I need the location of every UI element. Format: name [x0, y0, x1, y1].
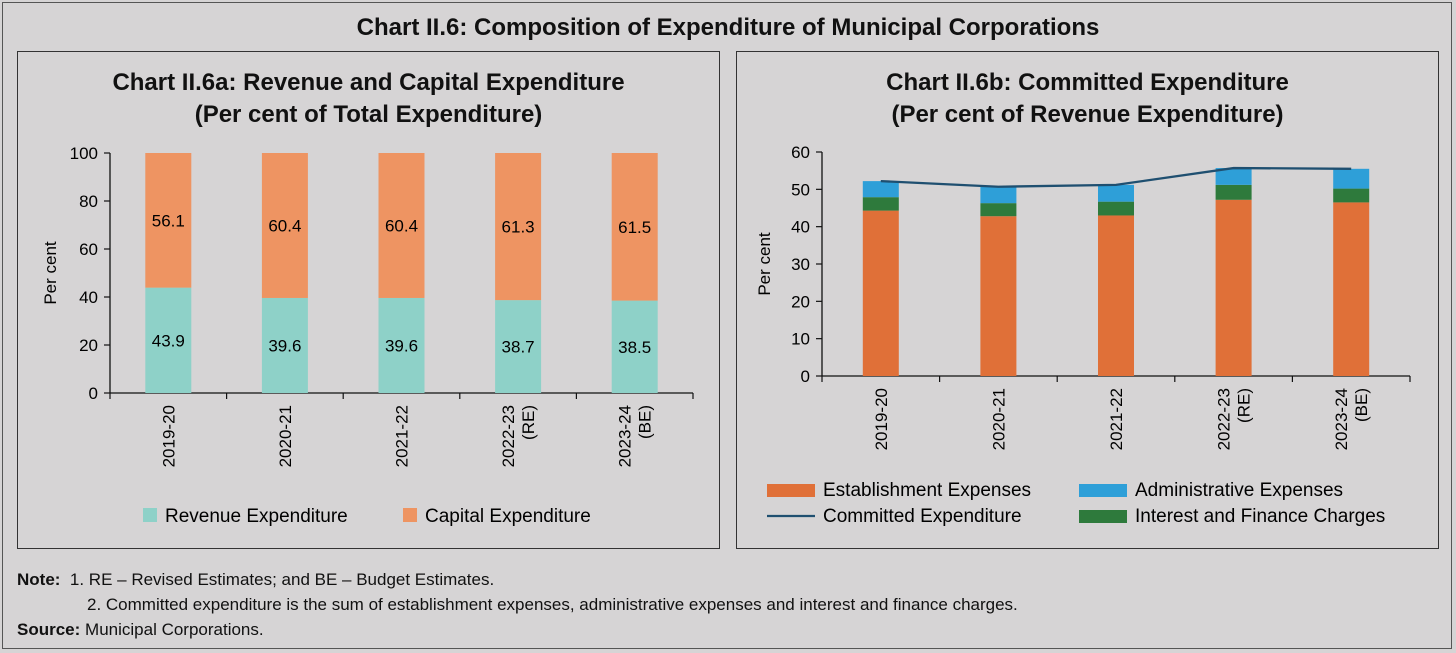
chart-a-bar-capital-expenditure: [611, 153, 658, 301]
figure-title: Chart II.6: Composition of Expenditure o…: [356, 14, 1100, 41]
chart-panel-a: Chart II.6a: Revenue and Capital Expendi…: [17, 51, 720, 549]
chart-b-bar-interest-and-finance-charges: [1098, 201, 1134, 216]
chart-b-legend-swatch: [1079, 484, 1127, 497]
chart-b-legend-label: Establishment Expenses: [823, 480, 1031, 501]
chart-a-bar-revenue-expenditure: [145, 287, 192, 393]
chart-b-y-tick-label: 10: [791, 330, 810, 349]
chart-a-bar-revenue-expenditure: [611, 300, 658, 393]
chart-b-legend-swatch: [767, 484, 815, 497]
chart-panel-b: Chart II.6b: Committed Expenditure (Per …: [736, 51, 1439, 549]
chart-a-data-label: 61.3: [502, 218, 535, 237]
chart-a-y-tick-label: 60: [79, 240, 98, 259]
chart-a-bar-revenue-expenditure: [495, 300, 542, 393]
chart-b-bar-interest-and-finance-charges: [1215, 184, 1252, 200]
chart-b-y-tick-label: 40: [791, 218, 810, 237]
chart-a-legend-label: Capital Expenditure: [425, 506, 591, 527]
chart-a-bar-capital-expenditure: [261, 153, 308, 298]
chart-b-bar-administrative-expenses: [1333, 168, 1370, 189]
chart-b-legend-swatch: [1079, 510, 1127, 523]
source-text: Municipal Corporations.: [85, 620, 264, 639]
chart-a-legend-swatch: [403, 508, 417, 522]
chart-a-y-tick-label: 20: [79, 336, 98, 355]
chart-a-data-label: 39.6: [385, 336, 418, 355]
chart-b-legend-label: Committed Expenditure: [823, 506, 1022, 527]
notes-block: Note: 1. RE – Revised Estimates; and BE …: [17, 567, 1018, 642]
chart-a-x-tick-label: 2020-21: [276, 405, 295, 467]
chart-b-legend-label: Interest and Finance Charges: [1135, 506, 1385, 527]
chart-a-data-label: 38.7: [502, 338, 535, 357]
chart-a-bar-capital-expenditure: [378, 153, 425, 298]
chart-a-data-label: 56.1: [152, 211, 185, 230]
chart-b-bar-administrative-expenses: [1098, 184, 1134, 202]
chart-b-y-axis-label: Per cent: [755, 232, 774, 296]
chart-b-bar-interest-and-finance-charges: [980, 203, 1017, 217]
chart-a-y-tick-label: 80: [79, 192, 98, 211]
chart-a-bar-capital-expenditure: [495, 153, 542, 301]
chart-a-x-tick-label: 2019-20: [159, 405, 178, 467]
chart-b-y-tick-label: 60: [791, 143, 810, 162]
chart-b-x-tick-label: (BE): [1352, 388, 1371, 422]
chart-b-y-tick-label: 50: [791, 180, 810, 199]
chart-b-bar-establishment-expenses: [1098, 215, 1134, 376]
chart-b-title-block: Chart II.6b: Committed Expenditure (Per …: [737, 67, 1438, 131]
chart-a-data-label: 60.4: [385, 216, 418, 235]
chart-b-x-tick-label: 2020-21: [989, 388, 1008, 450]
chart-a-svg: 0 20 40 60 80 100 Per cent 43.9 39.6 39.6 38.7 38.5…: [41, 144, 694, 527]
chart-a-title-block: Chart II.6a: Revenue and Capital Expendi…: [18, 67, 719, 131]
chart-b-y-tick-label: 30: [791, 255, 810, 274]
note-line-1: 1. RE – Revised Estimates; and BE – Budg…: [69, 570, 495, 589]
note-line-2: 2. Committed expenditure is the sum of e…: [87, 595, 1018, 614]
source-label: Source:: [17, 620, 81, 639]
chart-b-bar-establishment-expenses: [1333, 202, 1370, 376]
chart-a-y-tick-label: 100: [70, 144, 98, 163]
chart-b-y-tick-label: 0: [801, 367, 810, 386]
chart-a-bar-revenue-expenditure: [378, 297, 425, 393]
chart-b-svg: 0 10 20 30 40 50 60 Per cent 2019-20 2020-21 2021-…: [755, 143, 1411, 527]
chart-a-data-label: 60.4: [268, 216, 301, 235]
chart-a-legend-label: Revenue Expenditure: [165, 506, 348, 527]
chart-b-y-tick-label: 20: [791, 292, 810, 311]
chart-b-x-tick-label: 2021-22: [1107, 388, 1126, 450]
chart-a-x-tick-label: 2022-23: [499, 405, 518, 467]
chart-b-line-committed-expenditure: [880, 166, 1352, 188]
chart-a-y-tick-label: 40: [79, 288, 98, 307]
chart-a-data-label: 38.5: [618, 338, 651, 357]
chart-a-x-tick-label: 2021-22: [393, 405, 412, 467]
chart-a-bar-capital-expenditure: [145, 153, 192, 288]
note-label: Note:: [17, 570, 61, 589]
chart-b-bar-interest-and-finance-charges: [1333, 188, 1370, 203]
chart-a-bar-revenue-expenditure: [261, 297, 308, 393]
chart-b-bar-administrative-expenses: [980, 186, 1017, 204]
chart-a-x-tick-label: (RE): [519, 405, 538, 440]
chart-a-data-label: 61.5: [618, 218, 651, 237]
chart-b-title: Chart II.6b: Committed Expenditure: [886, 69, 1289, 96]
chart-b-bar-establishment-expenses: [1215, 199, 1252, 376]
chart-b-bar-administrative-expenses: [862, 181, 899, 198]
chart-a-subtitle: (Per cent of Total Expenditure): [194, 101, 543, 128]
chart-a-legend-swatch: [143, 508, 157, 522]
chart-a-x-tick-label: 2023-24: [616, 405, 635, 467]
chart-b-x-tick-label: 2022-23: [1215, 388, 1234, 450]
chart-b-bar-establishment-expenses: [980, 216, 1017, 376]
chart-b-x-tick-label: 2023-24: [1332, 388, 1351, 450]
chart-b-subtitle: (Per cent of Revenue Expenditure): [891, 101, 1284, 128]
chart-a-title: Chart II.6a: Revenue and Capital Expendi…: [112, 69, 625, 96]
chart-a-y-axis-label: Per cent: [41, 241, 60, 305]
chart-a-y-tick-label: 0: [89, 384, 98, 403]
chart-b-bar-interest-and-finance-charges: [862, 197, 899, 211]
chart-b-legend-label: Administrative Expenses: [1135, 480, 1343, 501]
chart-a-x-tick-label: (BE): [636, 405, 655, 439]
chart-b-bar-administrative-expenses: [1215, 168, 1252, 185]
chart-a-data-label: 43.9: [152, 331, 185, 350]
chart-b-x-tick-label: 2019-20: [872, 388, 891, 450]
chart-a-data-label: 39.6: [268, 336, 301, 355]
chart-b-x-tick-label: (RE): [1235, 388, 1254, 423]
chart-b-bar-establishment-expenses: [862, 210, 899, 376]
